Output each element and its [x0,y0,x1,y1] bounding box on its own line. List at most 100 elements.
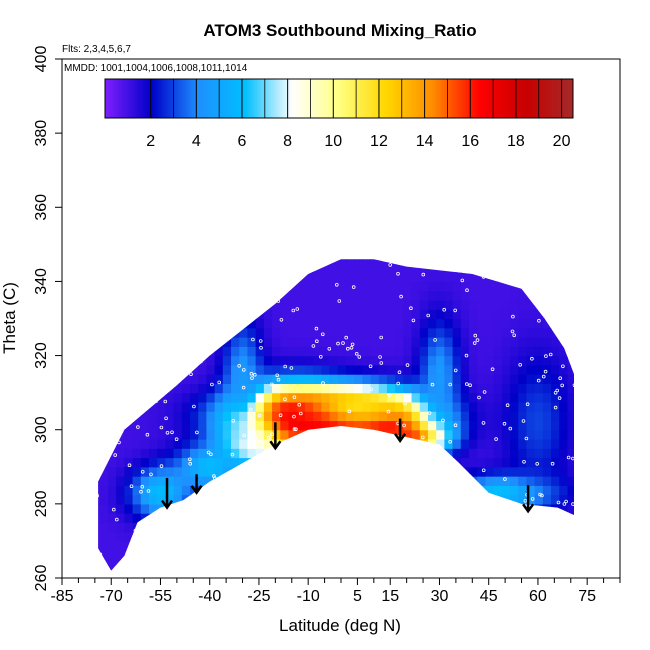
heatmap-cell-1154 [354,550,363,561]
colorbar-segment-84 [301,79,305,118]
heatmap-cell-954 [304,401,314,412]
heatmap-cell-2000 [542,383,552,394]
heatmap-cell-1363 [395,281,404,292]
heatmap-cell-1567 [444,392,454,403]
heatmap-cell-184 [132,531,142,542]
heatmap-cell-1087 [337,503,347,514]
heatmap-cell-1799 [494,244,503,254]
heatmap-cell-1662 [469,513,478,523]
heatmap-cell-1103 [337,355,347,366]
heatmap-cell-515 [206,466,216,477]
heatmap-cell-1204 [362,420,372,431]
observation-point-322 [378,506,383,510]
observation-point-43 [428,501,433,506]
heatmap-cell-770 [263,438,273,449]
heatmap-cell-93 [107,374,117,384]
heatmap-cell-352 [165,309,175,320]
heatmap-cell-839 [280,466,290,477]
heatmap-cell-1061 [329,411,339,422]
colorbar-segment-33 [182,79,186,118]
heatmap-cell-1990 [542,476,552,486]
observation-point-50 [101,428,106,433]
observation-point-93 [368,364,373,369]
heatmap-cell-1196 [362,494,372,505]
heatmap-cell-705 [247,374,257,384]
heatmap-cell-976 [313,531,322,542]
heatmap-cell-281 [148,299,158,310]
heatmap-cell-2001 [542,374,552,384]
heatmap-cell-986 [313,438,322,449]
heatmap-cell-1014 [321,513,331,523]
colorbar-segment-57 [238,79,242,118]
heatmap-cell-723 [255,540,265,551]
heatmap-cell-1627 [460,503,470,514]
heatmap-cell-804 [272,457,281,468]
heatmap-cell-662 [239,438,249,449]
heatmap-cell-1561 [444,448,454,459]
observation-point-334 [264,546,269,550]
heatmap-cell-907 [296,503,306,514]
colorbar-segment-63 [252,79,256,118]
heatmap-cell-541 [214,559,224,570]
heatmap-cell-1962 [534,401,544,412]
x-tick-label-30: 30 [431,588,449,605]
heatmap-cell-551 [214,466,224,477]
heatmap-cell-1463 [419,355,429,366]
heatmap-cell-246 [140,290,150,301]
colorbar-segment-195 [561,79,565,118]
observation-point-5 [254,506,259,511]
heatmap-cell-652 [239,531,249,542]
heatmap-cell-805 [272,448,281,459]
heatmap-cell-1593 [452,485,462,496]
observation-point-84 [444,468,449,473]
heatmap-cell-489 [198,374,208,384]
heatmap-cell-1454 [419,438,429,449]
heatmap-cell-1619 [453,244,462,254]
heatmap-cell-1986 [542,513,552,523]
heatmap-cell-579 [222,540,232,551]
heatmap-cell-2077 [559,337,569,347]
heatmap-cell-126 [116,401,125,412]
heatmap-cell-1002 [313,290,322,301]
heatmap-cell-507 [206,540,216,551]
colorbar-segment-27 [168,79,172,118]
heatmap-cell-1268 [378,494,388,505]
colorbar-segment-25 [163,79,167,118]
observation-point-315 [98,427,99,432]
observation-point-155 [548,253,551,256]
heatmap-cell-1178 [354,327,363,338]
heatmap-cell-1474 [419,259,429,264]
heatmap-cell-1344 [395,457,404,468]
heatmap-cell-1674 [469,401,478,412]
heatmap-cell-1211 [362,355,372,366]
heatmap-cell-834 [280,513,290,523]
heatmap-cell-642 [231,290,240,301]
heatmap-cell-969 [304,262,314,273]
heatmap-cell-1723 [477,281,487,292]
heatmap-cell-553 [214,448,224,459]
heatmap-cell-754 [255,259,265,264]
heatmap-cell-2144 [576,383,585,393]
heatmap-cell-1410 [411,513,421,523]
heatmap-cell-1289 [378,299,388,310]
heatmap-cell-1812 [501,457,511,468]
heatmap-cell-1074 [329,290,339,301]
heatmap-cell-1313 [386,411,396,422]
colorbar-segment-190 [549,79,553,118]
heatmap-cell-1506 [427,290,437,301]
heatmap-cell-485 [198,411,208,422]
observation-point-140 [349,345,354,350]
heatmap-cell-1275 [378,429,388,440]
heatmap-cell-1569 [444,374,454,384]
heatmap-cell-1090 [337,476,347,486]
heatmap-cell-1368 [403,568,413,571]
colorbar-segment-65 [257,79,260,118]
heatmap-cell-1004 [313,272,322,283]
heatmap-cell-1212 [362,346,372,357]
heatmap-cell-1531 [436,392,445,403]
heatmap-cell-1106 [337,327,347,338]
observation-point-133 [98,493,100,498]
colorbar-segment-78 [287,79,291,118]
observation-point-291 [571,456,574,461]
heatmap-cell-912 [296,457,306,468]
